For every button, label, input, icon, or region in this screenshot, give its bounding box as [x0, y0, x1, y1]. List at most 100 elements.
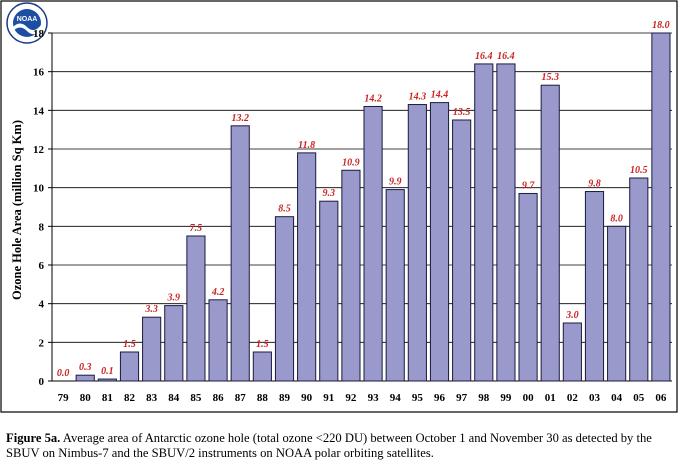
- bar-value-label: 15.3: [541, 72, 559, 83]
- x-tick-label: 93: [368, 392, 380, 404]
- logo-text: NOAA: [17, 16, 38, 23]
- bar: [651, 32, 671, 382]
- bar: [142, 316, 162, 382]
- bar-value-label: 3.0: [565, 310, 579, 321]
- bar: [429, 102, 450, 382]
- bar: [363, 105, 383, 382]
- bar-value-label: 9.7: [522, 180, 536, 191]
- y-tick-label: 18: [33, 28, 45, 40]
- x-tick-label: 90: [301, 392, 313, 404]
- bar: [319, 200, 339, 382]
- x-tick-label: 99: [500, 392, 512, 404]
- y-tick-label: 12: [33, 144, 45, 156]
- figure-caption: Figure 5a. Average area of Antarctic ozo…: [6, 431, 678, 460]
- bar: [97, 378, 117, 382]
- bar: [540, 84, 560, 382]
- y-tick-label: 16: [33, 67, 45, 79]
- x-tick-label: 88: [257, 392, 269, 404]
- bar-value-label: 11.8: [298, 140, 315, 151]
- bar: [629, 177, 649, 382]
- caption-text: Average area of Antarctic ozone hole (to…: [6, 431, 652, 460]
- x-tick-label: 98: [478, 392, 490, 404]
- x-tick-label: 89: [279, 392, 291, 404]
- bar-value-label: 13.2: [231, 113, 249, 124]
- x-tick-label: 87: [235, 392, 247, 404]
- bar: [607, 225, 627, 382]
- bar-value-label: 9.3: [323, 188, 336, 199]
- bar-value-label: 3.9: [167, 293, 181, 304]
- y-tick-label: 0: [39, 376, 45, 388]
- x-tick-label: 80: [80, 392, 92, 404]
- bar: [208, 299, 228, 382]
- bar: [274, 216, 295, 382]
- x-tick-label: 03: [589, 392, 601, 404]
- noaa-logo-icon: NOAA: [6, 2, 48, 44]
- y-tick-label: 6: [39, 260, 45, 272]
- bar-value-label: 14.4: [431, 90, 449, 101]
- x-tick-label: 97: [456, 392, 468, 404]
- bar: [562, 322, 582, 382]
- bar-value-label: 8.5: [278, 204, 291, 215]
- bar-value-label: 9.9: [389, 177, 402, 188]
- bar-value-label: 16.4: [497, 51, 515, 62]
- x-tick-label: 00: [523, 392, 535, 404]
- bar: [407, 104, 427, 382]
- bar-value-label: 4.2: [211, 287, 225, 298]
- bar-value-label: 0.3: [79, 362, 92, 373]
- bar-value-label: 18.0: [652, 20, 670, 31]
- x-tick-label: 84: [168, 392, 180, 404]
- x-tick-label: 86: [213, 392, 225, 404]
- bar: [584, 191, 605, 382]
- bar: [75, 374, 95, 382]
- x-tick-label: 79: [58, 392, 70, 404]
- bar: [164, 305, 184, 382]
- bar: [474, 63, 494, 382]
- x-tick-label: 05: [633, 392, 645, 404]
- bar-value-label: 0.0: [57, 368, 70, 379]
- bar-value-label: 14.3: [409, 92, 427, 103]
- x-tick-label: 85: [190, 392, 202, 404]
- bar: [252, 351, 272, 382]
- y-tick-label: 14: [33, 105, 45, 117]
- bar: [496, 63, 516, 382]
- y-tick-label: 10: [33, 183, 45, 195]
- x-tick-label: 96: [434, 392, 446, 404]
- bar: [186, 235, 206, 382]
- x-tick-label: 91: [323, 392, 334, 404]
- x-tick-label: 82: [124, 392, 136, 404]
- bar: [297, 152, 317, 382]
- y-tick-label: 4: [39, 299, 45, 311]
- bar-value-label: 10.9: [342, 157, 360, 168]
- bar: [341, 169, 361, 382]
- bar-value-label: 14.2: [364, 93, 382, 104]
- bar: [119, 351, 140, 382]
- x-tick-label: 04: [611, 392, 623, 404]
- bar: [230, 125, 250, 382]
- caption-label: Figure 5a.: [6, 431, 61, 445]
- bar-value-label: 1.5: [256, 339, 269, 350]
- bar-value-label: 10.5: [630, 165, 648, 176]
- bar: [518, 192, 538, 382]
- x-tick-label: 83: [146, 392, 158, 404]
- bar-value-label: 13.5: [453, 107, 471, 118]
- plot-area: 0246810121416180.0790.3800.1811.5823.383…: [33, 20, 672, 404]
- y-tick-label: 8: [39, 221, 45, 233]
- x-tick-label: 81: [102, 392, 113, 404]
- bar-value-label: 16.4: [475, 51, 493, 62]
- y-axis-label: Ozone Hole Area (million Sq Km): [10, 120, 24, 300]
- bar: [385, 189, 405, 382]
- bar-value-label: 9.8: [588, 179, 601, 190]
- bar: [452, 119, 472, 382]
- x-tick-label: 06: [655, 392, 667, 404]
- y-tick-label: 2: [39, 337, 45, 349]
- bar-value-label: 1.5: [123, 339, 136, 350]
- x-tick-label: 95: [412, 392, 424, 404]
- bar-value-label: 3.3: [144, 304, 158, 315]
- x-tick-label: 01: [545, 392, 556, 404]
- x-tick-label: 02: [567, 392, 579, 404]
- bar-value-label: 8.0: [610, 213, 623, 224]
- x-tick-label: 92: [345, 392, 357, 404]
- bar-value-label: 7.5: [190, 223, 203, 234]
- bar-value-label: 0.1: [101, 366, 114, 377]
